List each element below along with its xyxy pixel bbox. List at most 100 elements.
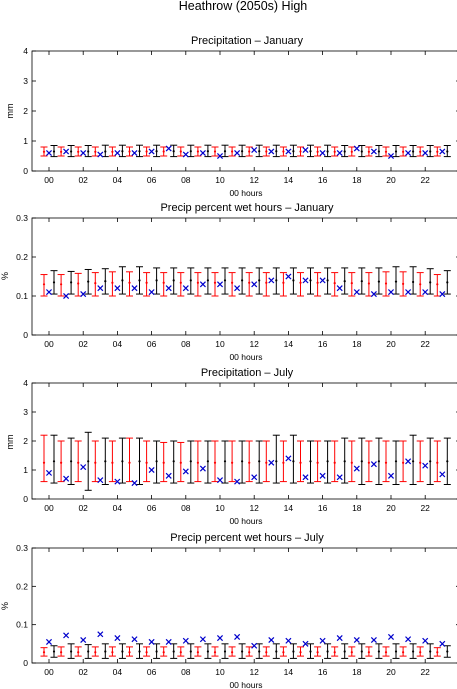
- data-point: [422, 149, 429, 157]
- data-point: [302, 474, 309, 481]
- data-point: [234, 478, 241, 485]
- error-bar-center: [248, 461, 251, 464]
- error-bar-center: [333, 282, 336, 285]
- error-bar-center: [446, 281, 449, 284]
- error-bar-center: [60, 150, 63, 153]
- error-bar-center: [402, 461, 405, 464]
- error-bar-center: [128, 461, 131, 464]
- x-tick-label: 04: [113, 667, 123, 677]
- y-tick-label: 0: [23, 494, 28, 504]
- error-bar-center: [241, 460, 244, 463]
- error-bar-center: [333, 150, 336, 153]
- error-bar-center: [155, 460, 158, 463]
- error-bar-center: [292, 460, 295, 463]
- error-bar-center: [248, 150, 251, 153]
- data-point: [251, 281, 258, 288]
- x-tick-label: 12: [249, 175, 259, 185]
- y-tick-label: 3: [23, 407, 28, 417]
- error-bar-center: [94, 150, 97, 153]
- error-bar-center: [384, 651, 388, 654]
- error-bar-center: [87, 460, 90, 463]
- data-point: [234, 149, 241, 157]
- subplot-4-title: Precip percent wet hours – July: [170, 532, 324, 544]
- data-point: [251, 642, 258, 649]
- x-tick-label: 10: [215, 339, 225, 349]
- error-bar-center: [282, 150, 285, 153]
- data-point: [148, 466, 155, 474]
- error-bar-center: [402, 282, 405, 286]
- error-bar-center: [429, 150, 432, 153]
- data-point: [353, 289, 360, 296]
- x-tick-label: 20: [386, 503, 396, 513]
- subplot-2-ylabel: %: [0, 272, 10, 280]
- data-point: [234, 633, 241, 640]
- y-tick-label: 2: [23, 436, 28, 446]
- error-bar-center: [196, 150, 199, 153]
- x-tick-label: 14: [284, 339, 294, 349]
- x-tick-label: 10: [215, 503, 225, 513]
- error-bar-center: [292, 150, 295, 153]
- data-point: [148, 638, 155, 645]
- error-bar-center: [70, 281, 73, 284]
- x-tick-label: 20: [386, 175, 396, 185]
- data-point: [97, 151, 104, 158]
- data-point: [387, 472, 395, 479]
- figure-title: Heathrow (2050s) High: [179, 0, 308, 13]
- data-point: [165, 285, 172, 292]
- x-tick-label: 00: [44, 339, 54, 349]
- x-tick-label: 16: [318, 667, 328, 677]
- subplot-2-plot-area: 0 0.1 0.2 0.3 00 02 04 06 08 10 12 14 16 18 20 22: [16, 213, 457, 349]
- x-tick-label: 14: [284, 503, 294, 513]
- error-bar-center: [87, 150, 90, 153]
- error-bar-center: [155, 279, 158, 282]
- error-bar-center: [412, 650, 415, 653]
- data-point: [114, 285, 121, 292]
- data-point: [302, 640, 309, 647]
- data-point: [353, 145, 360, 152]
- data-point: [97, 285, 104, 292]
- error-bar-center: [316, 281, 319, 284]
- y-tick-label: 1: [23, 465, 28, 475]
- error-bar-center: [172, 460, 175, 463]
- error-bar-center: [42, 150, 46, 153]
- x-tick-label: 08: [181, 175, 191, 185]
- y-tick-label: 0.3: [16, 213, 28, 223]
- error-bar-center: [384, 461, 388, 464]
- y-tick-label: 0: [23, 166, 28, 176]
- error-bar-center: [196, 651, 199, 654]
- error-bar-center: [343, 280, 346, 283]
- error-bar-center: [196, 281, 199, 284]
- error-bar-center: [360, 460, 363, 463]
- y-tick-label: 0.2: [16, 581, 28, 591]
- error-bar-center: [333, 461, 336, 464]
- x-tick-label: 02: [78, 667, 88, 677]
- error-bar-center: [138, 279, 141, 282]
- error-bar-center: [394, 460, 398, 463]
- error-bar-center: [350, 651, 353, 654]
- data-point: [285, 148, 292, 155]
- x-tick-label: 22: [420, 339, 430, 349]
- x-tick-label: 22: [420, 175, 430, 185]
- data-point: [45, 289, 53, 296]
- data-point: [251, 146, 258, 154]
- data-point: [199, 281, 206, 288]
- error-bar-center: [326, 279, 329, 282]
- error-bar-center: [446, 650, 449, 653]
- error-bar-center: [42, 461, 46, 464]
- data-point: [114, 478, 121, 485]
- x-tick-label: 02: [78, 339, 88, 349]
- data-point: [199, 636, 206, 643]
- data-point: [336, 285, 343, 292]
- x-tick-label: 04: [113, 175, 123, 185]
- error-bar-center: [419, 150, 422, 153]
- error-bar-center: [104, 650, 107, 653]
- error-bar-center: [52, 650, 56, 653]
- x-tick-label: 22: [420, 503, 430, 513]
- error-bar-center: [128, 281, 131, 284]
- error-bar-center: [350, 461, 353, 464]
- subplot-4-xlabel: 00 hours: [229, 680, 262, 689]
- error-bar-center: [275, 279, 278, 282]
- error-bar-center: [206, 279, 209, 282]
- data-point: [114, 149, 121, 157]
- error-bar-center: [223, 279, 227, 282]
